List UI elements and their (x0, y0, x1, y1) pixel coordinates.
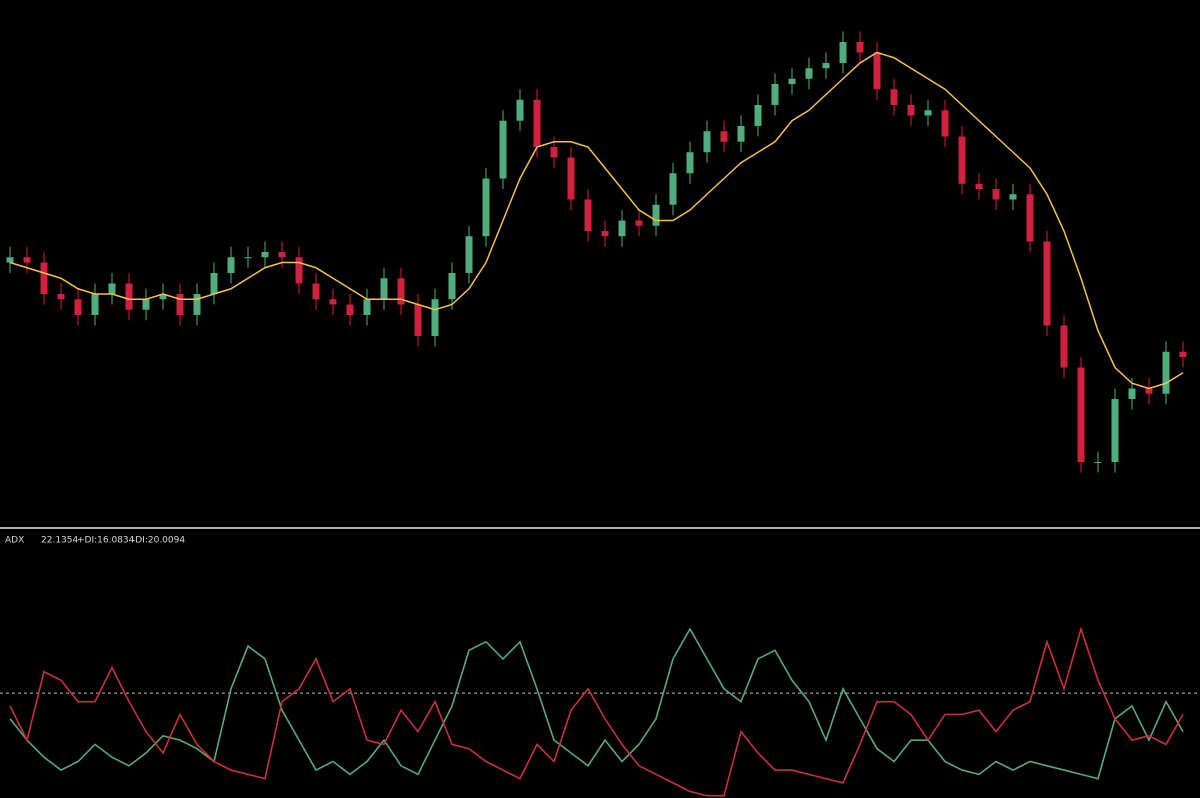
candle-body (856, 42, 864, 53)
candle-body (40, 262, 48, 294)
candle-body (686, 152, 694, 174)
candle-body (6, 257, 14, 263)
candle-body (584, 199, 592, 231)
candle-body (635, 220, 643, 226)
minus-di-readout: -DI:20.0094 (132, 536, 185, 546)
candle-body (499, 120, 507, 179)
candle-body (125, 283, 133, 310)
candle-body (363, 299, 371, 315)
candle-body (329, 299, 337, 305)
candle-body (448, 273, 456, 300)
candle-body (1009, 194, 1017, 200)
candle-body (176, 294, 184, 315)
candle-body (890, 89, 898, 105)
candle-body (1043, 241, 1051, 326)
candle-body (737, 126, 745, 142)
candle-body (1094, 462, 1102, 463)
candle-body (278, 252, 286, 258)
candle-body (754, 105, 762, 126)
candle-body (771, 84, 779, 105)
candle-body (550, 147, 558, 158)
candle-body (567, 157, 575, 200)
candle-body (941, 110, 949, 137)
candle-body (74, 299, 82, 315)
candle-body (533, 99, 541, 147)
candle-body (822, 63, 830, 69)
adx-readout: 22.1354 (41, 536, 78, 546)
candle-body (295, 257, 303, 284)
candle-body (91, 294, 99, 315)
candle-body (1128, 388, 1136, 399)
candle-body (1111, 399, 1119, 462)
candle-body (380, 278, 388, 300)
candle-body (703, 131, 711, 153)
candle-body (397, 278, 405, 305)
candle-body (142, 299, 150, 310)
candle-body (159, 294, 167, 300)
candle-body (720, 131, 728, 142)
candle-body (1179, 351, 1187, 357)
candle-body (465, 236, 473, 273)
candle-body (839, 42, 847, 63)
candle-body (788, 78, 796, 84)
moving-average (9, 51, 1184, 390)
candle-body (1060, 325, 1068, 368)
candle-body (907, 105, 915, 116)
candle-body (652, 204, 660, 226)
candle-body (193, 294, 201, 315)
candle-body (1162, 351, 1170, 394)
indicator-name: ADX (5, 536, 24, 546)
candle-body (431, 299, 439, 336)
candle-body (873, 52, 881, 90)
candle-body (261, 252, 269, 258)
candle-body (23, 257, 31, 263)
candle-body (805, 68, 813, 79)
candle-body (108, 283, 116, 294)
candle-body (1077, 367, 1085, 462)
candle-body (346, 304, 354, 315)
candle-body (312, 283, 320, 300)
candle-body (516, 99, 524, 121)
candle-body (992, 189, 1000, 200)
candle-body (669, 173, 677, 205)
candle-body (1026, 194, 1034, 242)
candle-body (210, 273, 218, 294)
candle-body (227, 257, 235, 273)
candle-body (414, 304, 422, 336)
candle-body (244, 257, 252, 259)
candle-body (57, 294, 65, 300)
candle-body (601, 231, 609, 237)
candle-body (482, 178, 490, 237)
di-line (9, 626, 1184, 797)
candle-body (958, 136, 966, 184)
candle-body (618, 220, 626, 237)
candle-body (1145, 388, 1153, 394)
candle-body (975, 183, 983, 189)
di-line (9, 627, 1184, 780)
plus-di-readout: +DI:16.0834 (77, 536, 135, 546)
candle-body (924, 110, 932, 116)
